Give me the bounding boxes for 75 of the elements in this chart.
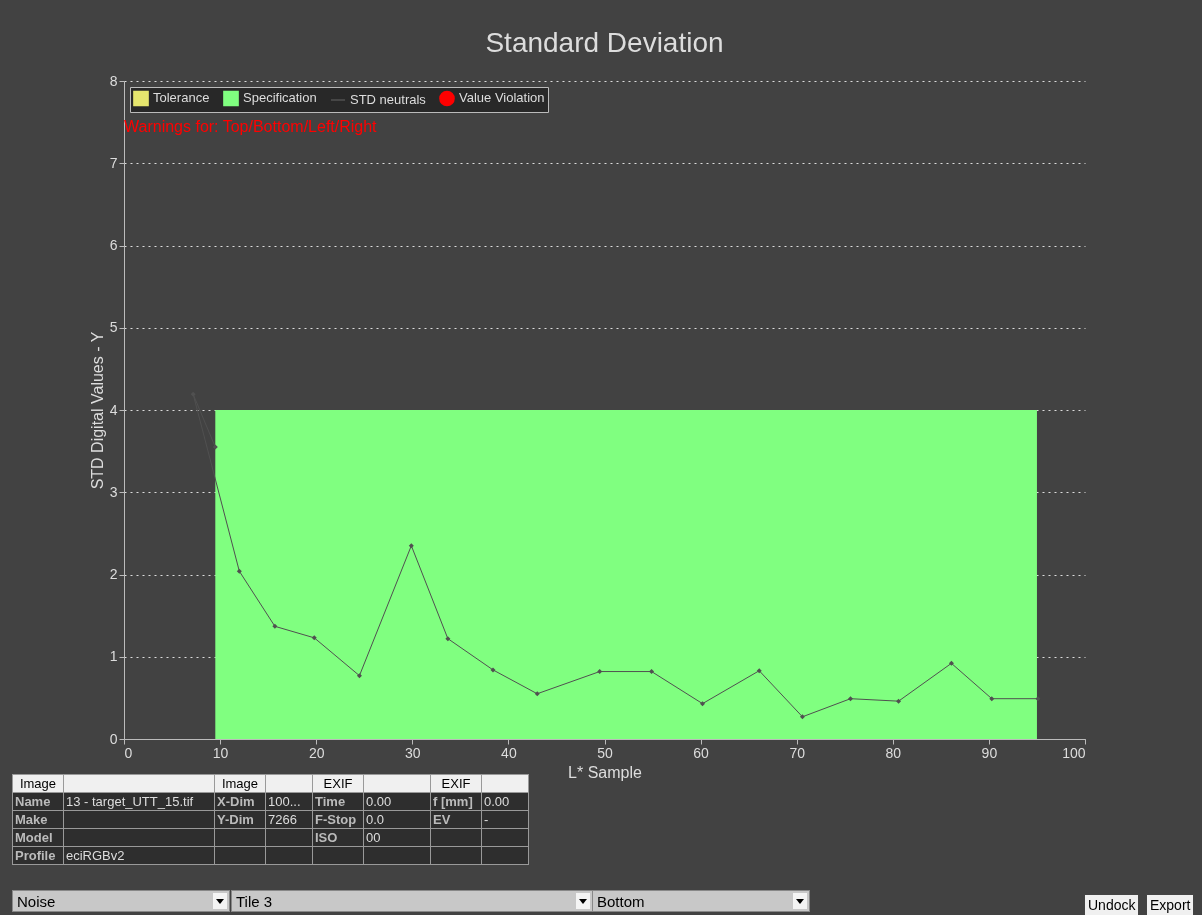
text: Noise [12,890,230,912]
text: 13 - target_UTT_15.tif [63,792,215,811]
point [311,635,317,641]
text: Bottom [592,890,810,912]
y-tick-label: 5 [109,319,118,336]
y-tick-label: 7 [109,154,118,171]
text: X-Dim [214,792,266,811]
y-tick-label: 0 [109,730,118,747]
text: f [mm] [430,792,482,811]
text: eciRGBv2 [63,846,215,865]
y-tick-label: 1 [109,648,118,665]
text: 7266 [265,810,313,829]
text: ISO [312,828,364,847]
text: Image [12,774,64,793]
point [490,667,496,673]
x-tick-label: 70 [789,744,806,761]
point [948,660,954,666]
text: 00 [363,828,431,847]
text: Undock [1084,894,1140,915]
point [356,673,362,679]
y-tick-label: 4 [109,401,118,418]
x-tick-label: 80 [885,744,902,761]
text: EXIF [430,774,482,793]
text: F-Stop [312,810,364,829]
legend-label: Tolerance [153,90,210,106]
point [445,636,451,642]
x-tick-label: 30 [405,744,421,761]
y-axis-title: STD Digital Values - Y [88,331,106,490]
point [649,669,655,675]
x-tick-label: 90 [981,744,998,761]
point [1035,696,1041,702]
point [272,623,278,629]
x-axis-title: L* Sample [568,763,643,781]
point [756,668,762,674]
text: Model [12,828,64,847]
point [848,696,854,702]
x-tick-label: 10 [212,744,229,761]
text: 100... [265,792,313,811]
y-tick-label: 3 [109,483,118,500]
point [896,698,902,704]
x-tick-label: 100 [1062,744,1086,761]
text: Profile [12,846,64,865]
point [799,714,805,720]
point [408,543,414,549]
x-tick-label: 0 [124,744,133,761]
legend-label: STD neutrals [350,92,427,107]
y-tick-label: 6 [109,237,118,253]
x-tick-label: 20 [308,744,325,761]
point [236,568,242,574]
text: 0.00 [481,792,529,811]
point [989,696,995,702]
point [212,444,218,450]
text: Name [12,792,64,811]
legend-label: Value Violation [459,90,545,106]
text: Y-Dim [214,810,266,829]
y-tick-label: 2 [109,566,118,582]
y-tick-label: 8 [109,72,118,89]
x-tick-label: 60 [693,744,710,761]
text: EXIF [312,774,364,793]
text: EV [430,810,482,829]
text: Export [1146,894,1195,915]
x-tick-label: 50 [597,744,613,761]
point [597,669,603,675]
text: Image [214,774,266,793]
text: Tile 3 [231,890,593,912]
text: - [481,810,529,829]
text: 0.0 [363,810,431,829]
x-tick-label: 40 [501,744,517,761]
point [700,701,706,707]
legend-label: Specification [243,90,317,106]
text: Time [312,792,364,811]
chart-title: Standard Deviation [485,27,724,58]
point [534,691,540,697]
text: Make [12,810,64,829]
text: 0.00 [363,792,431,811]
